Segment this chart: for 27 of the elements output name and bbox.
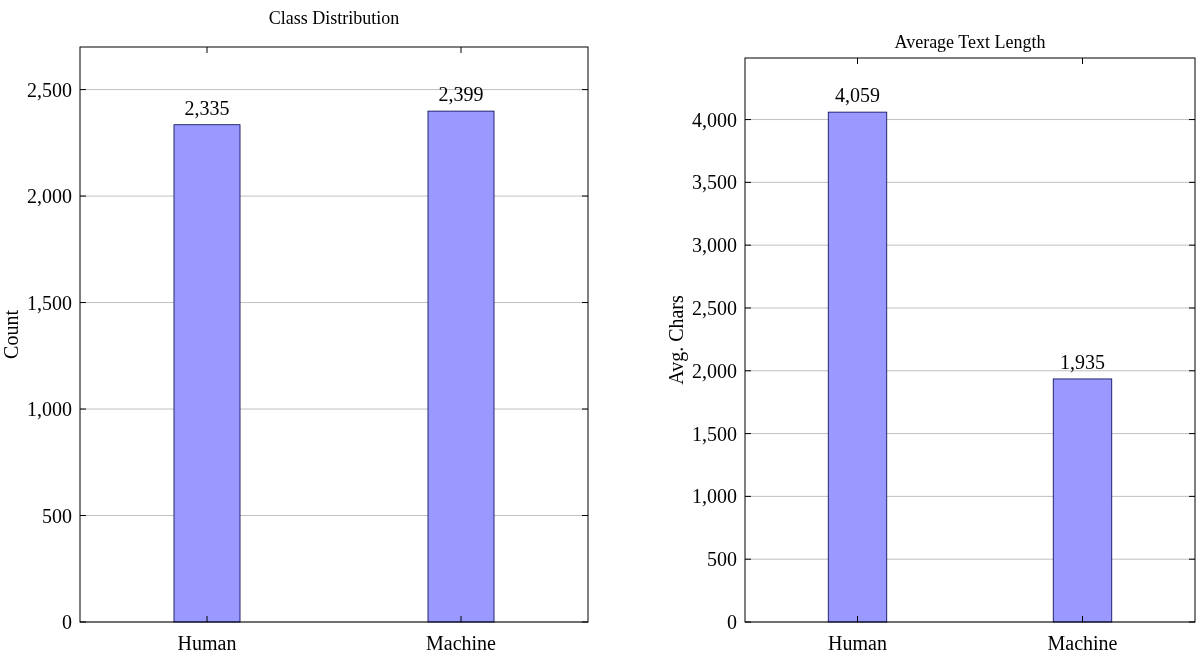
y-tick-label: 1,000 — [692, 485, 737, 508]
y-tick-label: 2,500 — [27, 78, 72, 101]
y-tick-label: 0 — [62, 611, 72, 633]
data-label: 4,059 — [835, 84, 880, 107]
x-tick-label: Machine — [1047, 632, 1118, 654]
y-tick-label: 500 — [707, 548, 737, 571]
y-axis-title: Count — [0, 309, 22, 359]
y-tick-label: 0 — [727, 611, 737, 633]
y-tick-label: 2,000 — [692, 359, 737, 382]
y-axis-title: Avg. Chars — [665, 294, 688, 385]
y-tick-label: 500 — [42, 504, 72, 527]
data-label: 1,935 — [1060, 350, 1105, 373]
chart-title: Average Text Length — [894, 32, 1046, 52]
data-label: 2,335 — [184, 96, 230, 119]
y-tick-label: 2,500 — [692, 296, 737, 319]
y-tick-label: 2,000 — [27, 185, 72, 208]
x-tick-label: Human — [828, 632, 887, 654]
data-label: 2,399 — [438, 83, 484, 106]
y-tick-label: 1,500 — [27, 291, 72, 314]
chart-title: Class Distribution — [268, 8, 400, 28]
y-tick-label: 4,000 — [692, 108, 737, 131]
y-tick-label: 3,500 — [692, 171, 737, 194]
y-tick-label: 1,000 — [27, 398, 72, 421]
y-tick-label: 3,000 — [692, 234, 737, 257]
x-tick-label: Human — [177, 632, 237, 654]
y-tick-label: 1,500 — [692, 422, 737, 445]
x-tick-label: Machine — [426, 632, 497, 654]
